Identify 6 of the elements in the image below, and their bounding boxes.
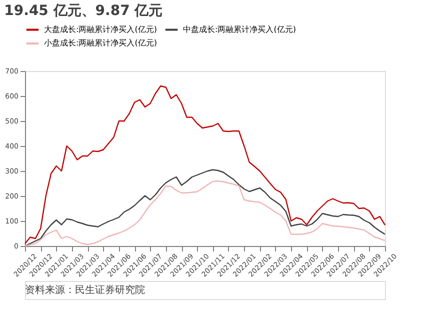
chart-title: 19.45 亿元、9.87 亿元 [4, 3, 163, 19]
legend-label: 中盘成长:两融累计净买入(亿元) [183, 24, 296, 34]
text: 资料来源：民生证券研究院 [25, 284, 145, 296]
legend-label: 大盘成长:两融累计净买入(亿元) [44, 24, 157, 34]
legend-label: 小盘成长:两融累计净买入(亿元) [44, 38, 157, 48]
line-series [24, 85, 386, 244]
